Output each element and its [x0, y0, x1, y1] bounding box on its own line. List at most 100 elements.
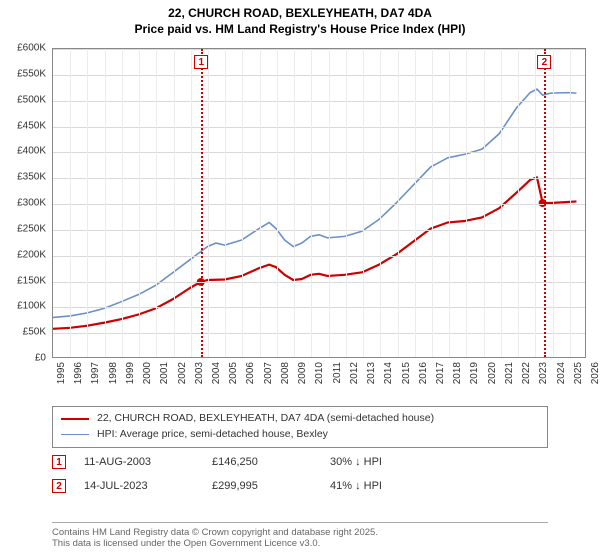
chart-container: 12 £0£50K£100K£150K£200K£250K£300K£350K£…: [14, 48, 586, 388]
legend-swatch: [61, 418, 89, 420]
gridline-v: [87, 49, 88, 357]
x-axis-label: 1995: [56, 362, 67, 384]
gridline-v: [174, 49, 175, 357]
y-axis-label: £50K: [23, 327, 46, 338]
x-axis-label: 2023: [538, 362, 549, 384]
x-axis-label: 2008: [280, 362, 291, 384]
gridline-h: [53, 49, 585, 50]
gridline-v: [242, 49, 243, 357]
legend-item: HPI: Average price, semi-detached house,…: [61, 427, 539, 443]
gridline-h: [53, 101, 585, 102]
event-date: 14-JUL-2023: [84, 480, 194, 492]
x-axis-label: 2001: [159, 362, 170, 384]
x-axis-label: 1999: [125, 362, 136, 384]
event-date: 11-AUG-2003: [84, 456, 194, 468]
y-axis-label: £300K: [17, 198, 46, 209]
event-pct: 30% ↓ HPI: [330, 456, 440, 468]
legend-item: 22, CHURCH ROAD, BEXLEYHEATH, DA7 4DA (s…: [61, 411, 539, 427]
x-axis-label: 2022: [521, 362, 532, 384]
x-axis-label: 2011: [332, 362, 343, 384]
event-table: 111-AUG-2003£146,25030% ↓ HPI 2 14-JUL-202…: [52, 450, 548, 498]
footer-attribution: Contains HM Land Registry data © Crown c…: [52, 522, 548, 550]
x-axis-label: 2021: [504, 362, 515, 384]
gridline-v: [466, 49, 467, 357]
x-axis-label: 2019: [469, 362, 480, 384]
series-line-property: [53, 177, 576, 328]
gridline-v: [260, 49, 261, 357]
footer-line1: Contains HM Land Registry data © Crown c…: [52, 527, 548, 538]
gridline-v: [535, 49, 536, 357]
gridline-v: [432, 49, 433, 357]
x-axis-label: 2000: [142, 362, 153, 384]
gridline-h: [53, 333, 585, 334]
x-axis-label: 2014: [383, 362, 394, 384]
x-axis-label: 2017: [435, 362, 446, 384]
gridline-h: [53, 127, 585, 128]
gridline-h: [53, 282, 585, 283]
gridline-v: [553, 49, 554, 357]
legend-label: HPI: Average price, semi-detached house,…: [97, 427, 328, 443]
x-axis-label: 1996: [73, 362, 84, 384]
gridline-h: [53, 307, 585, 308]
gridline-v: [518, 49, 519, 357]
plot-area: 12: [52, 48, 586, 358]
x-axis-label: 2006: [245, 362, 256, 384]
x-axis-label: 2003: [194, 362, 205, 384]
gridline-v: [294, 49, 295, 357]
y-axis-label: £550K: [17, 68, 46, 79]
gridline-h: [53, 178, 585, 179]
x-axis-label: 2002: [177, 362, 188, 384]
event-marker-line: [544, 49, 546, 357]
gridline-v: [398, 49, 399, 357]
event-price: £299,995: [212, 480, 312, 492]
x-axis-label: 2020: [487, 362, 498, 384]
x-axis-label: 2004: [211, 362, 222, 384]
gridline-v: [311, 49, 312, 357]
y-axis-label: £250K: [17, 223, 46, 234]
x-axis-label: 1997: [90, 362, 101, 384]
y-axis-label: £350K: [17, 172, 46, 183]
gridline-h: [53, 230, 585, 231]
gridline-v: [570, 49, 571, 357]
gridline-v: [346, 49, 347, 357]
chart-title: 22, CHURCH ROAD, BEXLEYHEATH, DA7 4DA Pr…: [0, 0, 600, 37]
gridline-v: [122, 49, 123, 357]
legend-label: 22, CHURCH ROAD, BEXLEYHEATH, DA7 4DA (s…: [97, 411, 434, 427]
legend-swatch: [61, 434, 89, 435]
gridline-v: [501, 49, 502, 357]
event-table-row: 2 14-JUL-2023 £299,995 41% ↓ HPI: [52, 474, 548, 498]
x-axis-label: 2016: [418, 362, 429, 384]
x-axis-label: 2025: [573, 362, 584, 384]
event-table-row: 111-AUG-2003£146,25030% ↓ HPI: [52, 450, 548, 474]
gridline-h: [53, 256, 585, 257]
gridline-v: [208, 49, 209, 357]
event-marker-line: [201, 49, 203, 357]
event-pct: 41% ↓ HPI: [330, 480, 440, 492]
x-axis-label: 2005: [228, 362, 239, 384]
y-axis-label: £600K: [17, 43, 46, 54]
gridline-v: [70, 49, 71, 357]
gridline-v: [105, 49, 106, 357]
gridline-v: [329, 49, 330, 357]
gridline-v: [380, 49, 381, 357]
legend: 22, CHURCH ROAD, BEXLEYHEATH, DA7 4DA (s…: [52, 406, 548, 448]
y-axis-label: £500K: [17, 94, 46, 105]
gridline-h: [53, 204, 585, 205]
x-axis-label: 2007: [263, 362, 274, 384]
x-axis-label: 2013: [366, 362, 377, 384]
x-axis-label: 2010: [314, 362, 325, 384]
gridline-v: [156, 49, 157, 357]
y-axis-label: £200K: [17, 249, 46, 260]
event-marker-box: 2: [537, 55, 551, 69]
gridline-v: [363, 49, 364, 357]
gridline-v: [225, 49, 226, 357]
event-id-box: 2: [52, 479, 66, 493]
y-axis-label: £150K: [17, 275, 46, 286]
x-axis-label: 2024: [556, 362, 567, 384]
title-line2: Price paid vs. HM Land Registry's House …: [0, 22, 600, 38]
x-axis-label: 2015: [401, 362, 412, 384]
chart-svg: [53, 49, 585, 357]
gridline-h: [53, 152, 585, 153]
x-axis-label: 2012: [349, 362, 360, 384]
footer-line2: This data is licensed under the Open Gov…: [52, 538, 548, 549]
